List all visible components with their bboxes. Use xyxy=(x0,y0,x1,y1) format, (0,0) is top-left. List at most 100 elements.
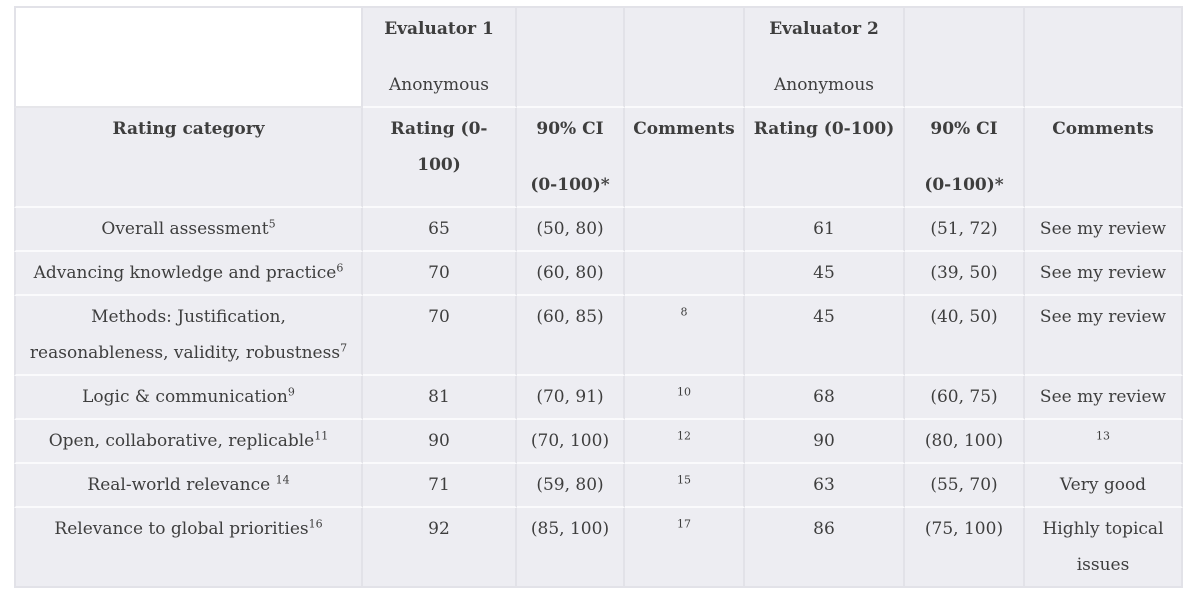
category-cell: Methods: Justification, reasonableness, … xyxy=(14,296,363,376)
table-row: Advancing knowledge and practice6 70 (60… xyxy=(14,252,1183,296)
rating-cell-e2: 45 xyxy=(745,252,905,296)
spacer-cell xyxy=(1025,6,1183,108)
ci-cell-e2: (40, 50) xyxy=(905,296,1025,376)
comment-text: Highly topical issues xyxy=(1042,519,1164,575)
comment-text: Very good xyxy=(1059,475,1147,495)
comment-cell-e1 xyxy=(625,208,745,252)
ci-cell-e1: (70, 91) xyxy=(517,376,625,420)
column-header-ci-e2: 90% CI (0-100)* xyxy=(905,108,1025,208)
evaluator1-title: Evaluator 1 xyxy=(384,19,494,39)
rating-cell-e1: 71 xyxy=(363,464,517,508)
comment-text: See my review xyxy=(1039,307,1167,327)
category-footnote: 16 xyxy=(308,517,323,531)
comment-cell-e2: See my review xyxy=(1025,208,1183,252)
ci-cell-e1: (70, 100) xyxy=(517,420,625,464)
category-cell: Logic & communication9 xyxy=(14,376,363,420)
ci-cell-e2: (60, 75) xyxy=(905,376,1025,420)
ci-cell-e1: (85, 100) xyxy=(517,508,625,588)
spacer-cell xyxy=(625,6,745,108)
column-header-rating-e2: Rating (0-100) xyxy=(745,108,905,208)
rating-cell-e2: 68 xyxy=(745,376,905,420)
category-cell: Relevance to global priorities16 xyxy=(14,508,363,588)
category-label: Overall assessment xyxy=(101,219,269,239)
ci-cell-e1: (59, 80) xyxy=(517,464,625,508)
category-label: Advancing knowledge and practice xyxy=(33,263,337,283)
rating-cell-e2: 45 xyxy=(745,296,905,376)
ci-header-line2: (0-100)* xyxy=(924,175,1004,195)
comment-text: See my review xyxy=(1039,387,1167,407)
ratings-table: Evaluator 1 Anonymous Evaluator 2 Anonym… xyxy=(14,6,1183,588)
table-row: Real-world relevance 14 71 (59, 80) 15 6… xyxy=(14,464,1183,508)
rating-cell-e1: 65 xyxy=(363,208,517,252)
comment-cell-e1: 8 xyxy=(625,296,745,376)
ci-header-line1: 90% CI xyxy=(930,119,998,139)
comment-cell-e1: 17 xyxy=(625,508,745,588)
category-label: Relevance to global priorities xyxy=(54,519,309,539)
ci-cell-e1: (60, 80) xyxy=(517,252,625,296)
ci-cell-e2: (75, 100) xyxy=(905,508,1025,588)
category-cell: Open, collaborative, replicable11 xyxy=(14,420,363,464)
comment-footnote: 12 xyxy=(677,429,691,443)
spacer-cell xyxy=(905,6,1025,108)
category-footnote: 14 xyxy=(275,473,290,487)
rating-cell-e2: 86 xyxy=(745,508,905,588)
ci-cell-e1: (60, 85) xyxy=(517,296,625,376)
category-label: Logic & communication xyxy=(82,387,288,407)
rating-cell-e2: 61 xyxy=(745,208,905,252)
evaluator1-header: Evaluator 1 Anonymous xyxy=(363,6,517,108)
category-footnote: 6 xyxy=(336,261,344,275)
comment-text: See my review xyxy=(1039,263,1167,283)
category-cell: Real-world relevance 14 xyxy=(14,464,363,508)
category-footnote: 9 xyxy=(287,385,295,399)
evaluator-header-row: Evaluator 1 Anonymous Evaluator 2 Anonym… xyxy=(14,6,1183,108)
comment-cell-e1 xyxy=(625,252,745,296)
comment-footnote: 15 xyxy=(677,473,691,487)
rating-cell-e1: 70 xyxy=(363,296,517,376)
comment-footnote: 13 xyxy=(1096,429,1110,443)
category-label: Real-world relevance xyxy=(87,475,276,495)
table-row: Open, collaborative, replicable11 90 (70… xyxy=(14,420,1183,464)
comment-cell-e2: Highly topical issues xyxy=(1025,508,1183,588)
rating-cell-e2: 63 xyxy=(745,464,905,508)
column-header-comments-e1: Comments xyxy=(625,108,745,208)
comment-footnote: 17 xyxy=(677,517,691,531)
column-header-ci-e1: 90% CI (0-100)* xyxy=(517,108,625,208)
blank-corner-cell xyxy=(14,6,363,108)
category-label: Open, collaborative, replicable xyxy=(48,431,315,451)
table-row: Overall assessment5 65 (50, 80) 61 (51, … xyxy=(14,208,1183,252)
table-row: Logic & communication9 81 (70, 91) 10 68… xyxy=(14,376,1183,420)
evaluator2-title: Evaluator 2 xyxy=(769,19,879,39)
rating-cell-e1: 81 xyxy=(363,376,517,420)
column-header-comments-e2: Comments xyxy=(1025,108,1183,208)
column-header-category: Rating category xyxy=(14,108,363,208)
ci-cell-e2: (55, 70) xyxy=(905,464,1025,508)
category-cell: Overall assessment5 xyxy=(14,208,363,252)
comment-footnote: 10 xyxy=(677,385,691,399)
comment-cell-e2: See my review xyxy=(1025,252,1183,296)
column-header-rating-e1: Rating (0-100) xyxy=(363,108,517,208)
ci-cell-e2: (80, 100) xyxy=(905,420,1025,464)
ci-cell-e1: (50, 80) xyxy=(517,208,625,252)
table-row: Methods: Justification, reasonableness, … xyxy=(14,296,1183,376)
spacer-cell xyxy=(517,6,625,108)
category-footnote: 7 xyxy=(340,341,348,355)
comment-footnote: 8 xyxy=(680,305,688,319)
evaluator2-header: Evaluator 2 Anonymous xyxy=(745,6,905,108)
category-cell: Advancing knowledge and practice6 xyxy=(14,252,363,296)
comment-text: See my review xyxy=(1039,219,1167,239)
comment-cell-e1: 12 xyxy=(625,420,745,464)
column-header-row: Rating category Rating (0-100) 90% CI (0… xyxy=(14,108,1183,208)
category-label: Methods: Justification, reasonableness, … xyxy=(29,307,341,363)
evaluator2-subtitle: Anonymous xyxy=(773,75,875,95)
ci-cell-e2: (51, 72) xyxy=(905,208,1025,252)
comment-cell-e2: Very good xyxy=(1025,464,1183,508)
table-row: Relevance to global priorities16 92 (85,… xyxy=(14,508,1183,588)
rating-cell-e1: 70 xyxy=(363,252,517,296)
category-footnote: 5 xyxy=(268,217,276,231)
rating-cell-e1: 92 xyxy=(363,508,517,588)
rating-cell-e2: 90 xyxy=(745,420,905,464)
comment-cell-e1: 15 xyxy=(625,464,745,508)
rating-cell-e1: 90 xyxy=(363,420,517,464)
comment-cell-e2: 13 xyxy=(1025,420,1183,464)
